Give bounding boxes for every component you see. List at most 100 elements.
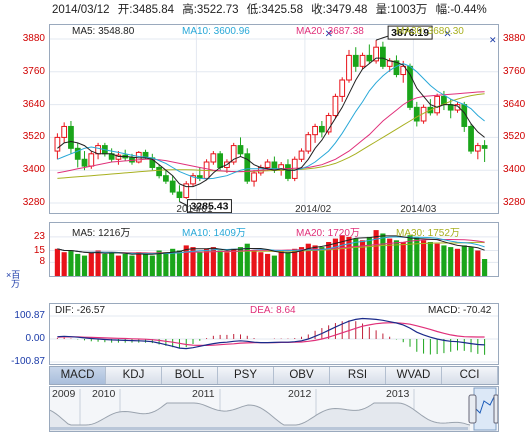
tab-wvad[interactable]: WVAD [386,367,442,384]
volume-bar [353,238,359,276]
volume-y-tick: 23 [33,230,45,242]
volume-bar [414,236,420,276]
candle-body [339,79,346,97]
price-y-tick-right: 3760 [503,65,526,77]
volume-bar [81,255,88,276]
price-x-label: 2014/01 [176,204,213,213]
volume-bar [115,255,121,276]
candle-body [81,158,88,167]
volume-bar [54,248,60,276]
volume-panel[interactable]: MA5: 1216万 MA10: 1409万 MA20: 1720万 MA30:… [49,222,499,277]
price-y-tick-right: 3640 [503,98,526,110]
candle-body [68,125,74,149]
candle-body [332,95,339,117]
volume-bar [380,233,386,276]
candle-body [454,104,461,111]
candle-body [264,161,271,168]
tab-obv[interactable]: OBV [274,367,330,384]
candle-body [190,175,196,185]
volume-bar [312,245,318,276]
volume-bar [244,243,250,276]
volume-bar [482,259,488,276]
volume-bar [122,253,128,276]
quote-volume: 量:1003万 [375,4,428,16]
navigator-year-label: 2009 [52,388,76,400]
navigator-handle-left[interactable] [468,394,477,424]
volume-ma5-line [57,235,485,255]
macd-panel[interactable]: DIF: -26.57 DEA: 8.64 MACD: -70.42 [49,303,499,365]
volume-unit-line1: ×百 [6,270,21,280]
candle-body [217,153,224,168]
volume-bar [305,243,311,276]
legend-dea: DEA: 8.64 [250,305,296,316]
volume-y-tick: 8 [39,256,45,268]
volume-unit: ×百 万 [6,271,20,289]
volume-bar [454,248,461,276]
macd-dif-line [57,317,485,350]
price-ma10-line [57,63,485,180]
candle-body [61,125,68,138]
range-marker-icon: ✕ [443,29,451,40]
volume-bar [265,253,271,276]
volume-bar [176,250,183,276]
tab-rsi[interactable]: RSI [330,367,386,384]
legend-dif: DIF: -26.57 [55,305,106,316]
tab-macd[interactable]: MACD [50,367,106,384]
tab-psy[interactable]: PSY [218,367,274,384]
volume-bar [393,240,400,276]
volume-bar [434,243,440,276]
volume-bar [448,247,454,276]
price-ma20-line [57,91,485,174]
candle-body [285,164,291,179]
volume-bar [387,238,393,276]
tab-cci[interactable]: CCI [442,367,498,384]
navigator-line [50,402,471,426]
low-annotation-box [186,199,232,213]
navigator-year-label: 2012 [288,388,312,400]
candle-body [474,145,481,152]
quote-change: 幅:-0.44% [435,4,487,16]
volume-bar [163,252,169,276]
price-y-tick-right: 3880 [503,33,526,44]
volume-bar [421,240,427,276]
tab-boll[interactable]: BOLL [162,367,218,384]
range-marker-icon: ✕ [325,29,333,40]
volume-bar [468,247,474,276]
volume-bar [298,247,305,276]
price-y-tick-left: 3760 [22,65,45,77]
candle-body [210,153,217,163]
vol-legend-ma10: MA10: 1409万 [182,228,246,239]
volume-chart[interactable] [50,223,498,276]
volume-bar [407,235,413,276]
candle-body [156,166,162,177]
indicator-tabs: MACD KDJ BOLL PSY OBV RSI WVAD CCI [49,366,499,385]
candle-body [468,125,474,152]
quote-high: 高:3522.73 [182,4,239,16]
navigator-year-label: 2013 [386,388,410,400]
legend-macd: MACD: -70.42 [428,305,492,316]
navigator-handle-right[interactable] [493,394,498,424]
low-annotation-label: 3285.43 [190,201,228,213]
navigator-chart[interactable] [50,387,498,431]
candle-body [400,65,407,76]
price-y-tick-left: 3520 [22,131,45,143]
price-y-tick-right: 3520 [503,131,526,143]
tab-kdj[interactable]: KDJ [106,367,162,384]
volume-bar [475,250,481,276]
time-navigator[interactable]: 2009 2010 2011 2012 2013 [49,386,499,432]
candle-body [95,145,101,155]
volume-bar [251,250,257,276]
price-y-tick-left: 3280 [22,197,45,208]
volume-bar [339,235,345,276]
volume-bar [224,252,230,276]
volume-ma30-line [57,241,485,254]
candle-body [244,153,251,182]
legend-ma10: MA10: 3600.96 [182,26,250,37]
price-panel[interactable]: 3876.19 3285.43 2014/01 2014/02 2014/03 ✕ ✕ ✕ M… [49,24,499,214]
volume-bar [129,255,135,276]
range-marker-icon: ✕ [489,35,497,45]
candle-body [251,172,257,182]
macd-chart[interactable] [50,304,498,364]
navigator-year-label: 2010 [92,388,116,400]
